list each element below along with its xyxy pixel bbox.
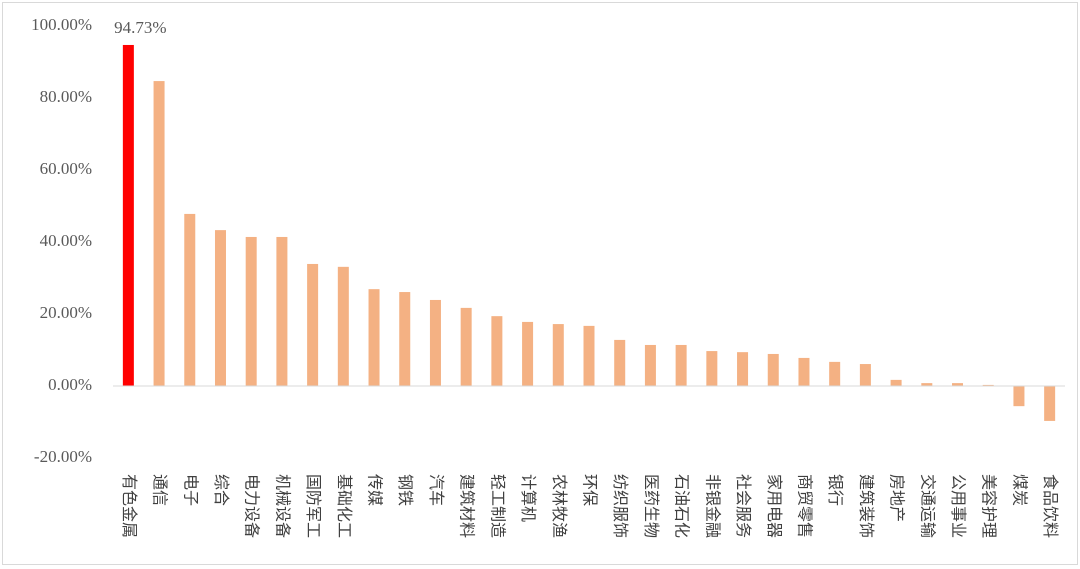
bar [737, 352, 749, 386]
y-tick-label: 20.00% [40, 303, 92, 322]
bar [829, 361, 841, 386]
bar [522, 321, 534, 386]
x-tick-label: 非银金融 [703, 474, 722, 538]
x-tick-label: 农林牧渔 [550, 474, 569, 538]
x-tick-label: 电子 [181, 474, 200, 506]
x-tick-label: 基础化工 [335, 474, 354, 538]
bar [245, 236, 257, 386]
x-tick-label: 综合 [212, 474, 231, 506]
bar [952, 383, 964, 386]
x-tick-label: 交通运输 [918, 474, 937, 538]
bar [890, 379, 902, 386]
x-tick-label: 轻工制造 [488, 474, 507, 538]
x-tick-label: 煤炭 [1010, 474, 1029, 506]
x-tick-label: 建筑装饰 [857, 474, 876, 538]
y-tick-label: 0.00% [48, 375, 92, 394]
bar [614, 339, 626, 386]
bar [1013, 386, 1025, 407]
bar [368, 289, 380, 386]
x-tick-label: 石油石化 [673, 474, 692, 538]
bar [767, 353, 779, 386]
bar [153, 81, 165, 386]
bar [675, 344, 687, 386]
x-tick-label: 国防军工 [304, 474, 323, 538]
y-tick-label: 40.00% [40, 231, 92, 250]
bar [429, 299, 441, 386]
bar [583, 325, 595, 386]
x-tick-label: 机械设备 [273, 474, 292, 538]
x-tick-label: 环保 [581, 474, 600, 506]
x-tick-label: 传媒 [366, 474, 385, 506]
bar [859, 364, 871, 386]
y-tick-label: -20.00% [34, 447, 92, 466]
y-tick-label: 60.00% [40, 159, 92, 178]
x-tick-label: 医药生物 [642, 474, 661, 538]
bar [184, 213, 196, 386]
x-tick-label: 计算机 [519, 474, 538, 522]
x-tick-label: 房地产 [888, 474, 907, 522]
y-tick-label: 80.00% [40, 87, 92, 106]
x-tick-label: 通信 [151, 474, 170, 506]
bar [399, 292, 411, 386]
bar [460, 307, 472, 386]
x-tick-label: 社会服务 [734, 474, 753, 538]
x-tick-label: 汽车 [427, 474, 446, 506]
value-label: 94.73% [114, 18, 166, 37]
x-tick-label: 有色金属 [120, 474, 139, 538]
bar [214, 230, 226, 386]
x-tick-label: 食品饮料 [1041, 474, 1060, 538]
x-tick-label: 银行 [826, 474, 845, 506]
bar [644, 344, 656, 386]
bar [982, 384, 994, 386]
bar [798, 357, 810, 386]
bar [307, 263, 319, 386]
x-tick-label: 家用电器 [765, 474, 784, 538]
bar [552, 324, 564, 386]
y-tick-label: 100.00% [31, 15, 92, 34]
bar [122, 44, 134, 387]
bar [337, 266, 349, 386]
x-tick-label: 钢铁 [396, 474, 415, 506]
bar [276, 236, 288, 386]
x-tick-label: 纺织服饰 [611, 474, 630, 538]
bar [921, 383, 933, 386]
x-tick-label: 电力设备 [243, 474, 262, 538]
bar [1044, 386, 1056, 421]
x-tick-label: 商贸零售 [795, 474, 814, 538]
x-tick-label: 美容护理 [980, 474, 999, 538]
bar [706, 351, 718, 386]
x-tick-label: 建筑材料 [458, 474, 477, 538]
x-tick-label: 公用事业 [949, 474, 968, 538]
bar [491, 316, 503, 386]
